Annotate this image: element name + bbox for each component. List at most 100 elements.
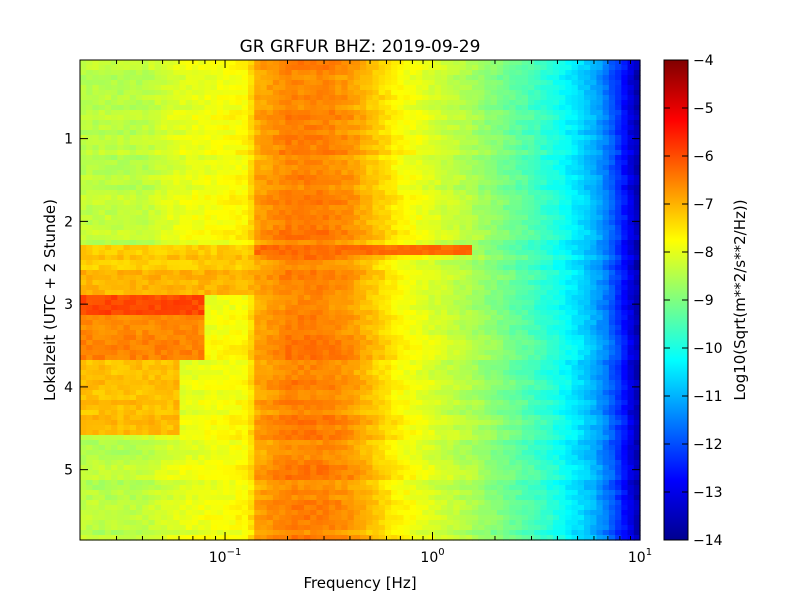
heatmap-cell — [316, 260, 324, 266]
heatmap-cell — [565, 310, 573, 316]
heatmap-cell — [515, 85, 523, 91]
heatmap-cell — [590, 200, 598, 206]
heatmap-cell — [304, 115, 311, 121]
heatmap-cell — [254, 185, 262, 191]
heatmap-cell — [136, 120, 143, 126]
heatmap-cell — [633, 155, 641, 161]
heatmap-cell — [465, 295, 473, 301]
heatmap-cell — [316, 150, 324, 156]
heatmap-cell — [627, 255, 635, 261]
heatmap-cell — [515, 290, 523, 296]
heatmap-cell — [534, 295, 542, 301]
heatmap-cell — [360, 155, 367, 161]
heatmap-cell — [608, 295, 616, 301]
heatmap-cell — [179, 325, 187, 331]
heatmap-cell — [465, 170, 473, 176]
heatmap-cell — [596, 85, 604, 91]
heatmap-cell — [391, 140, 398, 146]
heatmap-cell — [440, 90, 448, 96]
heatmap-cell — [478, 280, 486, 286]
heatmap-cell — [397, 235, 405, 241]
heatmap-cell — [235, 135, 243, 141]
heatmap-cell — [129, 105, 137, 111]
heatmap-cell — [241, 265, 249, 271]
heatmap-cell — [111, 310, 118, 316]
heatmap-cell — [272, 190, 280, 196]
heatmap-cell — [297, 260, 305, 266]
heatmap-cell — [260, 240, 268, 246]
heatmap-cell — [235, 65, 243, 71]
heatmap-cell — [216, 80, 224, 86]
heatmap-cell — [216, 85, 224, 91]
heatmap-cell — [503, 95, 510, 101]
heatmap-cell — [291, 145, 299, 151]
heatmap-cell — [192, 110, 199, 116]
heatmap-cell — [397, 215, 405, 221]
heatmap-cell — [447, 230, 454, 236]
heatmap-cell — [478, 225, 486, 231]
heatmap-cell — [484, 310, 492, 316]
heatmap-cell — [546, 240, 554, 246]
heatmap-cell — [459, 210, 467, 216]
heatmap-cell — [142, 60, 150, 66]
heatmap-cell — [210, 295, 218, 301]
heatmap-cell — [503, 270, 510, 276]
heatmap-cell — [322, 180, 330, 186]
heatmap-cell — [229, 290, 237, 296]
heatmap-cell — [515, 305, 523, 311]
heatmap-cell — [615, 295, 622, 301]
heatmap-cell — [117, 240, 125, 246]
heatmap-cell — [328, 100, 336, 106]
heatmap-cell — [503, 90, 510, 96]
heatmap-cell — [602, 250, 610, 256]
heatmap-cell — [173, 80, 181, 86]
heatmap-cell — [521, 90, 529, 96]
heatmap-cell — [216, 115, 224, 121]
heatmap-cell — [590, 155, 598, 161]
heatmap-cell — [633, 105, 641, 111]
heatmap-cell — [528, 180, 535, 186]
heatmap-cell — [111, 255, 118, 261]
heatmap-cell — [179, 80, 187, 86]
heatmap-cell — [577, 265, 585, 271]
heatmap-cell — [291, 295, 299, 301]
heatmap-cell — [372, 100, 380, 106]
heatmap-cell — [335, 135, 342, 141]
heatmap-cell — [602, 315, 610, 321]
heatmap-cell — [117, 140, 125, 146]
heatmap-cell — [272, 260, 280, 266]
heatmap-cell — [316, 90, 324, 96]
heatmap-cell — [403, 75, 411, 81]
heatmap-cell — [434, 70, 442, 76]
heatmap-cell — [621, 80, 629, 86]
heatmap-cell — [248, 260, 255, 266]
heatmap-cell — [633, 270, 641, 276]
heatmap-cell — [434, 100, 442, 106]
heatmap-cell — [92, 285, 100, 291]
heatmap-cell — [409, 125, 417, 131]
heatmap-cell — [248, 120, 255, 126]
heatmap-cell — [490, 165, 498, 171]
heatmap-cell — [167, 235, 174, 241]
heatmap-cell — [608, 325, 616, 331]
heatmap-cell — [490, 210, 498, 216]
heatmap-cell — [266, 240, 274, 246]
heatmap-cell — [235, 235, 243, 241]
heatmap-cell — [528, 165, 535, 171]
heatmap-cell — [378, 190, 386, 196]
heatmap-cell — [148, 180, 156, 186]
heatmap-cell — [204, 205, 212, 211]
heatmap-cell — [478, 85, 486, 91]
heatmap-cell — [584, 90, 591, 96]
heatmap-cell — [472, 70, 479, 76]
heatmap-cell — [248, 95, 255, 101]
heatmap-cell — [148, 255, 156, 261]
heatmap-cell — [266, 145, 274, 151]
heatmap-cell — [546, 215, 554, 221]
heatmap-cell — [565, 275, 573, 281]
heatmap-cell — [154, 325, 162, 331]
heatmap-cell — [490, 255, 498, 261]
heatmap-cell — [322, 265, 330, 271]
heatmap-cell — [459, 75, 467, 81]
heatmap-cell — [515, 230, 523, 236]
